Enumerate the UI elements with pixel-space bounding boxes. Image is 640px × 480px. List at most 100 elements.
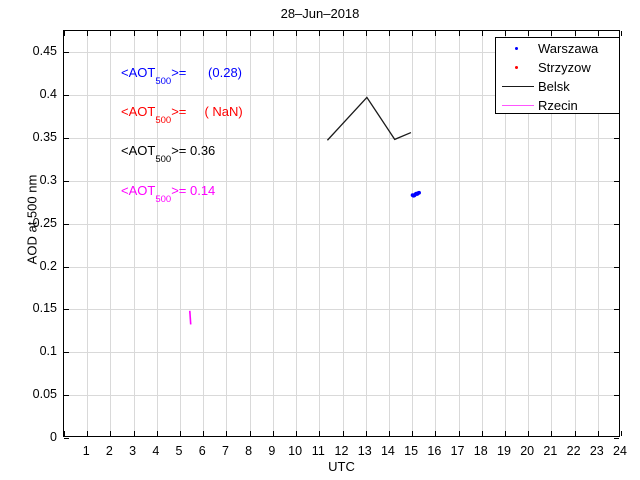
x-tick: [574, 431, 576, 436]
gridline-vertical: [296, 31, 298, 436]
gridline-vertical: [156, 31, 158, 436]
x-tick: [64, 431, 65, 436]
legend-label: Strzyzow: [538, 60, 591, 75]
x-tick-label: 24: [613, 444, 627, 458]
annotation-operator: >=: [171, 104, 205, 119]
x-tick-label: 13: [357, 444, 372, 458]
series-points-warszawa: [410, 190, 421, 198]
legend-item-strzyzow[interactable]: Strzyzow: [496, 58, 619, 77]
x-tick-label: 6: [198, 444, 206, 458]
x-tick: [110, 31, 112, 36]
y-axis-label: AOD at 500 nm: [24, 174, 40, 265]
gridline-vertical: [203, 31, 205, 436]
legend-item-warszawa[interactable]: Warszawa: [496, 39, 619, 58]
y-tick-label: 0.35: [32, 130, 57, 145]
gridline-vertical: [504, 31, 506, 436]
gridline-horizontal: [64, 395, 619, 397]
x-tick: [180, 431, 182, 436]
x-tick-label: 9: [268, 444, 276, 458]
x-tick: [458, 31, 460, 36]
y-tick: [64, 52, 69, 54]
annotation-value: 0.14: [189, 183, 216, 198]
y-tick-label: 0.15: [32, 301, 57, 316]
annotation-value: 0.36: [189, 143, 216, 158]
y-tick: [614, 395, 619, 397]
y-tick: [64, 395, 69, 397]
gridline-vertical: [597, 31, 599, 436]
y-tick: [64, 138, 69, 140]
gridline-vertical: [412, 31, 414, 436]
x-tick: [203, 31, 205, 36]
annotation-subscript: 500: [155, 193, 172, 205]
data-point: [417, 190, 421, 195]
x-tick-label: 8: [245, 444, 253, 458]
legend-dot-marker-icon: [515, 66, 518, 69]
gridline-vertical: [458, 31, 460, 436]
annotation-operator: >=: [171, 65, 209, 80]
x-tick: [435, 31, 437, 36]
y-tick: [64, 352, 69, 354]
legend-sample-line: [496, 96, 538, 115]
legend-label: Warszawa: [538, 41, 599, 56]
x-tick: [412, 31, 414, 36]
gridline-horizontal: [64, 52, 619, 54]
y-tick-label: 0.1: [39, 344, 57, 359]
legend-label: Belsk: [538, 79, 570, 94]
y-tick: [614, 438, 619, 439]
x-tick: [481, 31, 483, 36]
gridline-vertical: [180, 31, 182, 436]
x-tick: [272, 431, 274, 436]
x-tick: [574, 31, 576, 36]
gridline-horizontal: [64, 95, 619, 97]
legend-item-belsk[interactable]: Belsk: [496, 77, 619, 96]
y-tick-label: 0.4: [39, 87, 57, 102]
gridline-vertical: [110, 31, 112, 436]
annotation-value: ( NaN): [204, 104, 243, 119]
y-tick-label: 0.05: [32, 387, 57, 402]
x-tick: [458, 431, 460, 436]
x-tick: [110, 431, 112, 436]
y-tick: [614, 352, 619, 354]
y-tick-label: 0.45: [32, 44, 57, 59]
x-tick: [226, 31, 228, 36]
x-tick: [180, 31, 182, 36]
legend-sample-dot: [496, 39, 538, 58]
x-tick: [156, 31, 158, 36]
x-tick: [249, 431, 251, 436]
x-tick: [597, 31, 599, 36]
x-tick: [528, 31, 530, 36]
y-tick-label: 0.25: [32, 215, 57, 230]
chart-legend[interactable]: Warszawa Strzyzow Belsk Rzecin: [495, 37, 620, 114]
x-tick-label: 12: [334, 444, 349, 458]
annotation-value: (0.28): [208, 65, 243, 80]
rzecin-mean-annotation: <AOT500>= 0.14: [121, 183, 216, 204]
y-tick: [64, 95, 69, 97]
gridline-horizontal: [64, 180, 619, 182]
annotation-subscript: 500: [155, 153, 172, 165]
y-tick: [614, 223, 619, 225]
x-tick: [296, 31, 298, 36]
x-tick: [388, 31, 390, 36]
x-tick: [504, 31, 506, 36]
y-tick: [614, 309, 619, 311]
gridline-horizontal: [64, 309, 619, 311]
x-tick: [296, 431, 298, 436]
y-tick: [64, 309, 69, 311]
x-tick: [319, 31, 321, 36]
y-tick: [614, 138, 619, 140]
gridline-vertical: [87, 31, 89, 436]
legend-item-rzecin[interactable]: Rzecin: [496, 96, 619, 115]
x-tick: [551, 31, 553, 36]
legend-sample-line: [496, 77, 538, 96]
x-tick-label: 14: [380, 444, 395, 458]
x-tick-label: 19: [497, 444, 511, 458]
x-tick-label: 17: [450, 444, 465, 458]
y-tick: [64, 223, 69, 225]
annotation-prefix: <AOT: [121, 183, 156, 198]
gridline-vertical: [342, 31, 344, 436]
annotation-prefix: <AOT: [121, 143, 156, 158]
x-tick: [551, 431, 553, 436]
annotation-subscript: 500: [155, 75, 172, 87]
y-tick-label: 0: [50, 430, 57, 444]
